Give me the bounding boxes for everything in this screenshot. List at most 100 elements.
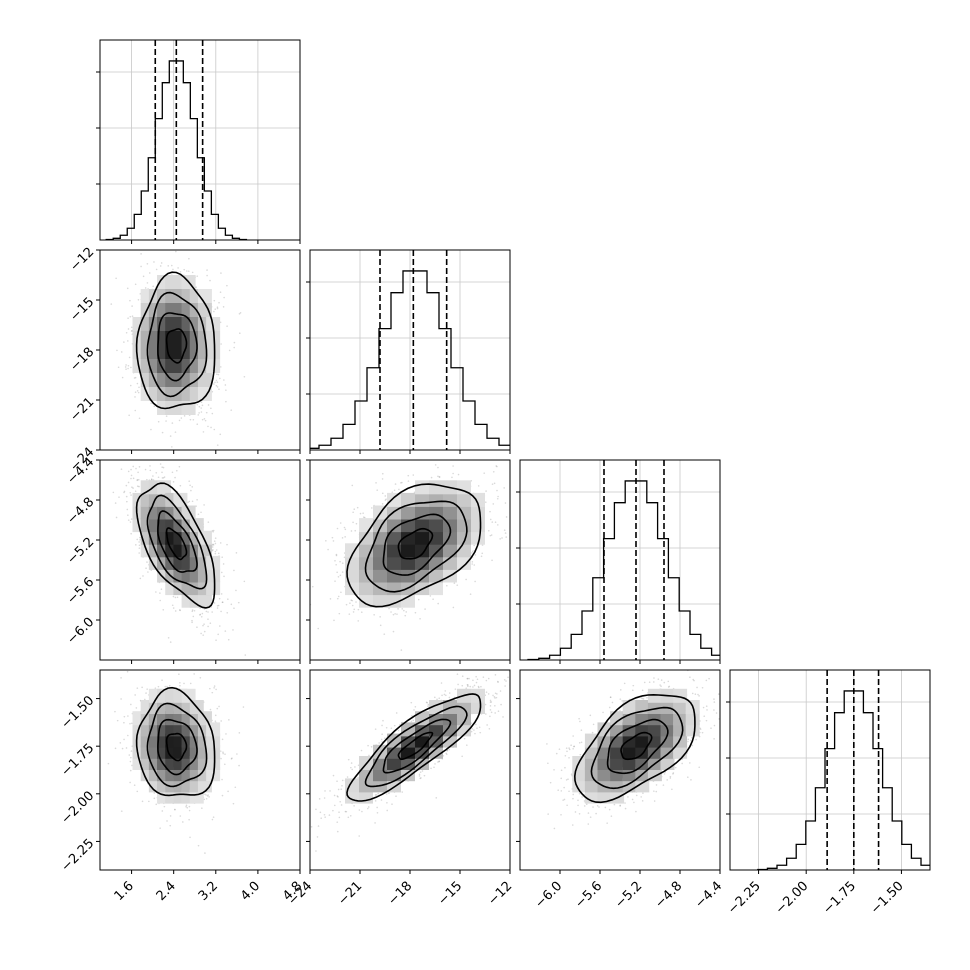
scatter-point [137, 298, 140, 301]
scatter-point [481, 552, 484, 555]
scatter-point [201, 612, 204, 615]
scatter-point [172, 595, 175, 598]
scatter-point [219, 321, 222, 324]
scatter-point [335, 563, 337, 566]
scatter-point [451, 457, 453, 459]
scatter-point [218, 388, 220, 390]
scatter-point [495, 465, 498, 467]
density-cell [471, 530, 485, 545]
scatter-panel-2-0: −6.0−5.6−5.2−4.8−4.4 [64, 455, 301, 664]
scatter-point [144, 468, 147, 471]
scatter-point [496, 489, 498, 492]
scatter-point [123, 341, 125, 343]
scatter-point [401, 608, 404, 610]
scatter-point [504, 532, 507, 534]
scatter-point [200, 407, 202, 409]
contour-2-1-3 [346, 483, 482, 608]
scatter-point [237, 601, 240, 604]
scatter-point [196, 423, 199, 426]
scatter-point [311, 585, 314, 588]
scatter-point [205, 411, 208, 414]
scatter-point [227, 638, 230, 641]
scatter-point [451, 476, 453, 479]
scatter-point [381, 478, 384, 480]
scatter-point [169, 641, 172, 643]
scatter-point [129, 521, 132, 523]
scatter-point [110, 303, 113, 305]
scatter-point [341, 537, 344, 539]
y-tick-label-1-4: −12 [67, 245, 97, 275]
scatter-point [437, 466, 439, 469]
density-cell [429, 518, 443, 533]
scatter-point [191, 609, 194, 611]
scatter-point [127, 364, 130, 367]
scatter-point [129, 491, 132, 494]
density-cell [387, 555, 401, 570]
contour-2-1-2 [364, 500, 468, 593]
scatter-point [159, 599, 161, 602]
scatter-point [214, 552, 217, 555]
scatter-point [220, 593, 223, 595]
density-cell [206, 359, 221, 373]
scatter-point [350, 599, 353, 601]
scatter-point [223, 575, 225, 578]
scatter-point [213, 299, 216, 302]
scatter-point [496, 524, 499, 526]
scatter-point [161, 471, 163, 474]
scatter-point [178, 609, 181, 611]
scatter-point [160, 588, 163, 591]
scatter-point [376, 489, 379, 491]
scatter-point [325, 539, 327, 542]
scatter-point [239, 332, 241, 335]
scatter-point [403, 609, 405, 612]
scatter-point [388, 607, 390, 610]
scatter-point [159, 463, 162, 465]
scatter-point [230, 409, 233, 411]
scatter-point [438, 476, 441, 478]
scatter-point [205, 610, 208, 613]
scatter-point [336, 597, 339, 600]
scatter-point [327, 548, 329, 551]
scatter-point [453, 582, 456, 584]
scatter-point [244, 654, 247, 656]
density-cell [401, 492, 415, 507]
scatter-point [373, 613, 375, 616]
scatter-point [470, 552, 473, 554]
scatter-point [139, 536, 141, 539]
scatter-point [127, 340, 129, 342]
scatter-point [212, 543, 214, 546]
scatter-point [216, 381, 219, 383]
scatter-point [174, 610, 177, 612]
scatter-point [123, 491, 125, 494]
scatter-point [210, 426, 212, 429]
density-cell [401, 505, 415, 520]
scatter-point [353, 608, 356, 611]
scatter-point [167, 636, 170, 639]
scatter-point [130, 474, 133, 477]
y-tick-label-1-3: −15 [67, 295, 97, 325]
scatter-point [131, 315, 134, 318]
scatter-point [134, 396, 136, 398]
histogram-1 [310, 270, 510, 449]
scatter-point [138, 417, 141, 420]
scatter-point [161, 477, 164, 479]
contour-2-0-1 [157, 510, 198, 573]
density-cell [387, 530, 401, 545]
scatter-point [200, 411, 203, 413]
scatter-point [223, 296, 225, 299]
scatter-point [384, 499, 387, 502]
scatter-point [135, 467, 137, 470]
scatter-point [338, 612, 341, 615]
scatter-point [146, 262, 149, 265]
scatter-point [207, 794, 209, 796]
panel-frame [309, 459, 511, 661]
scatter-point [211, 549, 214, 552]
scatter-point [473, 564, 476, 566]
scatter-point [200, 511, 202, 514]
density-cell [401, 593, 415, 608]
scatter-point [452, 465, 454, 467]
density-cell [457, 530, 471, 545]
density-cell [197, 303, 212, 317]
scatter-point [191, 271, 194, 274]
scatter-point [446, 584, 448, 587]
